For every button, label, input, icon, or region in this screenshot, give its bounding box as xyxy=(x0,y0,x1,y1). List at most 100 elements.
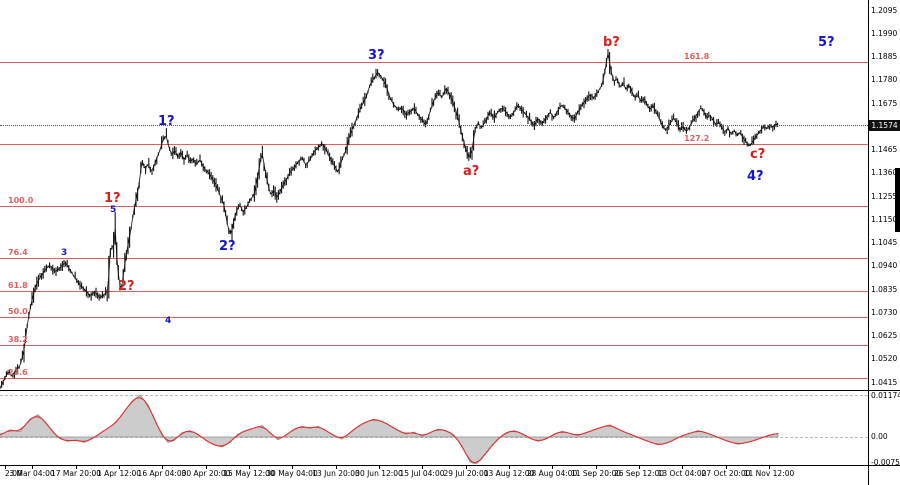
time-axis-label: 15 May 12:00 xyxy=(223,469,275,478)
time-axis-tick xyxy=(552,466,553,469)
time-axis-label: 3 Mar 04:00 xyxy=(9,469,55,478)
wave-label-5-10[interactable]: 5 xyxy=(110,205,117,215)
oscillator-min-label: -0.00759 xyxy=(871,458,900,467)
price-line xyxy=(0,53,778,389)
price-axis-label: 1.0730 xyxy=(871,307,898,317)
time-axis-tick xyxy=(336,466,337,469)
current-price-line xyxy=(0,125,868,127)
time-axis-label: 30 Jun 12:00 xyxy=(355,469,403,478)
price-axis-label: 1.0415 xyxy=(871,377,898,387)
time-axis-tick xyxy=(292,466,293,469)
fib-level-line-76.4[interactable] xyxy=(0,258,868,259)
wave-label-cq-4[interactable]: c? xyxy=(750,147,766,162)
oscillator-zero-line xyxy=(0,437,868,438)
time-axis-tick xyxy=(379,466,380,469)
price-axis-label: 1.1045 xyxy=(871,238,898,247)
wave-label-1q-7[interactable]: 1? xyxy=(104,191,121,206)
wave-label-2q-9[interactable]: 2? xyxy=(118,279,135,294)
fib-level-label-100.0: 100.0 xyxy=(8,196,34,205)
time-axis-label: 11 Sep 20:00 xyxy=(570,469,622,478)
price-axis-label: 1.0835 xyxy=(871,284,898,294)
fib-level-line-61.8[interactable] xyxy=(0,291,868,292)
wave-label-4-12[interactable]: 4 xyxy=(165,316,172,326)
time-axis-tick xyxy=(162,466,163,469)
time-axis-tick xyxy=(596,466,597,469)
time-axis-tick xyxy=(119,466,120,469)
time-axis-tick xyxy=(639,466,640,469)
time-axis-label: 15 Jul 04:00 xyxy=(399,469,445,478)
panel-separator xyxy=(0,390,900,391)
oscillator-zero-label: 0.00 xyxy=(871,432,888,441)
price-axis-label: 1.2095 xyxy=(871,5,898,15)
wave-label-3q-0[interactable]: 3? xyxy=(368,48,385,63)
wave-label-5q-1[interactable]: 5? xyxy=(818,35,835,50)
time-axis-tick xyxy=(466,466,467,469)
time-axis-tick xyxy=(509,466,510,469)
time-axis-label: 27 Oct 20:00 xyxy=(701,469,751,478)
time-axis-label: 11 Nov 12:00 xyxy=(743,469,795,478)
oscillator-histogram xyxy=(0,394,779,464)
wave-label-3-11[interactable]: 3 xyxy=(61,248,68,258)
fib-level-line-38.2[interactable] xyxy=(0,345,868,346)
time-axis-label: 28 Aug 04:00 xyxy=(526,469,578,478)
fib-level-label-38.2: 38.2 xyxy=(8,335,28,344)
time-axis-tick xyxy=(76,466,77,469)
time-axis-label: 1 Apr 12:00 xyxy=(96,469,142,478)
oscillator-signal-line xyxy=(0,397,779,464)
fib-level-label-76.4: 76.4 xyxy=(8,248,28,257)
price-axis-label: 1.1255 xyxy=(871,191,898,201)
time-axis-label: 26 Sep 12:00 xyxy=(613,469,665,478)
price-axis-label: 1.1990 xyxy=(871,28,898,38)
price-axis-scrollbar-thumb[interactable] xyxy=(895,168,900,232)
chart-canvas[interactable] xyxy=(0,0,868,485)
time-axis-tick xyxy=(682,466,683,469)
price-axis-label: 1.1675 xyxy=(871,98,898,108)
fib-level-line-100.0[interactable] xyxy=(0,206,868,207)
time-axis-label: 16 Apr 04:00 xyxy=(137,469,187,478)
time-axis-label: 13 Jun 20:00 xyxy=(312,469,360,478)
wave-label-4q-6[interactable]: 4? xyxy=(747,169,764,184)
wave-label-2q-8[interactable]: 2? xyxy=(219,239,236,254)
time-axis-label: 30 May 04:00 xyxy=(266,469,318,478)
time-axis-label: 30 Apr 20:00 xyxy=(181,469,231,478)
wave-label-1q-3[interactable]: 1? xyxy=(158,114,175,129)
time-axis-tick xyxy=(32,466,33,469)
price-axis-label: 1.0520 xyxy=(871,354,898,364)
fib-level-label-127.2: 127.2 xyxy=(684,134,710,143)
price-axis-label: 1.1360 xyxy=(871,168,898,178)
fib-level-label-61.8: 61.8 xyxy=(8,281,28,290)
price-axis-label: 1.1780 xyxy=(871,75,898,85)
price-axis-label: 1.0625 xyxy=(871,331,898,340)
time-axis-tick xyxy=(5,466,6,469)
price-axis-label: 1.1885 xyxy=(871,52,898,61)
fib-level-label-50.0: 50.0 xyxy=(8,306,28,316)
time-axis-label: 13 Oct 04:00 xyxy=(657,469,707,478)
fib-level-line-23.6[interactable] xyxy=(0,378,868,379)
fib-level-label-23.6: 23.6 xyxy=(8,368,28,377)
oscillator-max-line xyxy=(0,395,868,396)
price-axis-line xyxy=(868,0,869,485)
time-axis-tick xyxy=(769,466,770,469)
fib-level-line-161.8[interactable] xyxy=(0,62,868,63)
wave-label-bq-2[interactable]: b? xyxy=(603,35,620,50)
time-axis-line xyxy=(0,465,900,466)
fib-level-line-50.0[interactable] xyxy=(0,316,868,318)
time-axis-label: 13 Aug 12:00 xyxy=(483,469,535,478)
time-axis-tick xyxy=(726,466,727,469)
wave-label-aq-5[interactable]: a? xyxy=(463,164,480,179)
price-axis-label: 1.1465 xyxy=(871,145,898,154)
time-axis-tick xyxy=(422,466,423,469)
time-axis-label: 17 Mar 20:00 xyxy=(50,469,102,478)
fib-level-line-127.2[interactable] xyxy=(0,144,868,145)
current-price-badge: 1.1574 xyxy=(869,119,900,131)
time-axis-label: 29 Jul 20:00 xyxy=(443,469,489,478)
time-axis-tick xyxy=(249,466,250,469)
price-axis-label: 1.1150 xyxy=(871,214,898,224)
price-bars xyxy=(0,49,779,389)
time-axis-tick xyxy=(206,466,207,469)
price-axis-label: 1.0940 xyxy=(871,261,898,271)
fib-level-label-161.8: 161.8 xyxy=(684,52,710,61)
time-axis-label: 2:00 xyxy=(5,469,22,478)
oscillator-max-label: 0.01174 xyxy=(871,391,900,400)
